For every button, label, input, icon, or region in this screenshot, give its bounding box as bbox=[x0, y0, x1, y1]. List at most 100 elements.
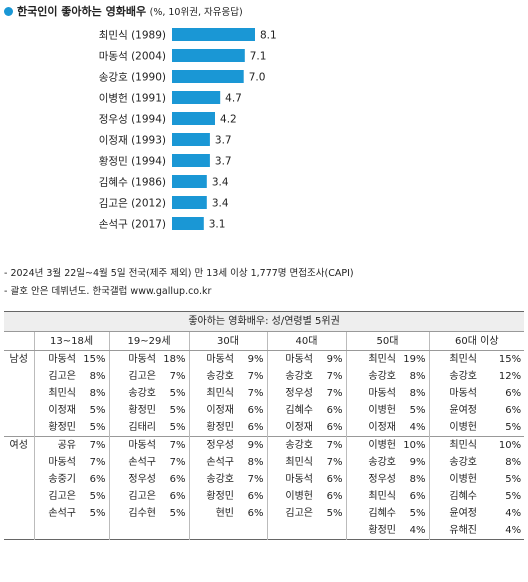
bar bbox=[172, 217, 204, 230]
actor-name: 손석구 bbox=[33, 505, 78, 522]
table-header-row: 13~18세 19~29세 30대 40대 50대 60대 이상 bbox=[4, 331, 525, 351]
actor-percent: 5% bbox=[89, 422, 106, 433]
actor-percent: 8% bbox=[409, 371, 426, 382]
actor-percent bbox=[78, 522, 109, 540]
actor-percent: 8% bbox=[505, 457, 522, 468]
actor-percent: 12% bbox=[498, 371, 522, 382]
actor-name: 송강호 bbox=[266, 436, 315, 454]
actor-name: 이정재 bbox=[266, 419, 315, 437]
actor-percent: 5% bbox=[505, 474, 522, 485]
actor-percent: 6% bbox=[169, 491, 186, 502]
actor-name: 손석구 bbox=[188, 454, 236, 471]
table-caption: 좋아하는 영화배우: 성/연령별 5위권 bbox=[4, 311, 525, 332]
actor-name: 김고은 bbox=[266, 505, 315, 522]
actor-name: 윤여정 bbox=[428, 505, 479, 522]
age-group-header: 40대 bbox=[266, 331, 346, 351]
chart-title-sub: (%, 10위권, 자유응답) bbox=[149, 7, 243, 18]
actor-name: 송강호 bbox=[188, 368, 236, 385]
table-row: 송중기 6% 정우성 6% 송강호 7% 마동석 6% 정우성 8% 이병헌 5% bbox=[4, 471, 524, 488]
actor-percent: 6% bbox=[247, 491, 264, 502]
actor-percent: 7% bbox=[158, 436, 189, 454]
actor-name: 송강호 bbox=[428, 368, 479, 385]
actor-name: 마동석 bbox=[428, 385, 479, 402]
value-label: 4.2 bbox=[220, 114, 237, 126]
actor-percent: 5% bbox=[89, 405, 106, 416]
actor-percent: 6% bbox=[505, 405, 522, 416]
table-row: 손석구 5% 김수현 5% 현빈 6% 김고은 5% 김혜수 5% 윤여정 4% bbox=[4, 505, 524, 522]
actor-name: 김혜수 bbox=[345, 505, 398, 522]
bar bbox=[172, 175, 207, 188]
source-note: - 괄호 안은 데뷔년도. 한국갤럽 www.gallup.co.kr bbox=[4, 286, 212, 297]
table-row: 김고은 5% 김고은 6% 황정민 6% 이병헌 6% 최민식 6% 김혜수 5% bbox=[4, 488, 524, 505]
actor-name: 마동석 bbox=[108, 436, 158, 454]
actor-name: 마동석 bbox=[345, 385, 398, 402]
actor-name: 마동석 bbox=[33, 350, 78, 368]
actor-name: 이정재 bbox=[188, 402, 236, 419]
actor-name: 송강호 bbox=[188, 471, 236, 488]
actor-percent: 5% bbox=[409, 508, 426, 519]
category-label: 황정민 (1994) bbox=[99, 156, 166, 168]
actor-name: 최민식 bbox=[345, 350, 398, 368]
actor-percent: 7% bbox=[326, 388, 343, 399]
actor-name: 유해진 bbox=[428, 522, 479, 540]
bar bbox=[172, 154, 210, 167]
chart-title-main: 한국인이 좋아하는 영화배우 bbox=[17, 5, 147, 18]
actor-name: 송강호 bbox=[345, 368, 398, 385]
table-row: 남성 마동석 15% 마동석 18% 마동석 9% 마동석 9% 최민식 19% 최민식 15% bbox=[4, 350, 524, 368]
actor-name: 이병헌 bbox=[345, 436, 398, 454]
bullet-dot-icon bbox=[4, 7, 13, 16]
actor-name: 황정민 bbox=[188, 419, 236, 437]
gender-label: 여성 bbox=[4, 436, 34, 540]
gender-label: 남성 bbox=[9, 354, 28, 365]
actor-name: 송강호 bbox=[428, 454, 479, 471]
actor-percent: 4% bbox=[409, 525, 426, 536]
value-label: 3.1 bbox=[209, 219, 226, 231]
actor-name: 마동석 bbox=[33, 454, 78, 471]
bar bbox=[172, 49, 245, 62]
bar-chart: 최민식 (1989) 8.1 마동석 (2004) 7.1 송강호 (1990) 7.0 이… bbox=[99, 28, 277, 231]
actor-name: 이병헌 bbox=[266, 488, 315, 505]
table-row: 최민식 8% 송강호 5% 최민식 7% 정우성 7% 마동석 8% 마동석 6% bbox=[4, 385, 524, 402]
actor-name: 김고은 bbox=[108, 368, 158, 385]
table-row: 김고은 8% 김고은 7% 송강호 7% 송강호 7% 송강호 8% 송강호 12% bbox=[4, 368, 524, 385]
actor-percent: 5% bbox=[89, 491, 106, 502]
actor-percent: 4% bbox=[505, 508, 522, 519]
actor-name: 이병헌 bbox=[345, 402, 398, 419]
category-label: 정우성 (1994) bbox=[99, 114, 166, 126]
actor-percent: 6% bbox=[326, 422, 343, 433]
category-label: 김고은 (2012) bbox=[99, 198, 166, 210]
table-caption-row: 좋아하는 영화배우: 성/연령별 5위권 bbox=[4, 311, 525, 332]
age-group-header: 13~18세 bbox=[33, 331, 109, 351]
age-group-header: 30대 bbox=[188, 331, 267, 351]
actor-name: 김수현 bbox=[108, 505, 158, 522]
actor-name: 이정재 bbox=[345, 419, 398, 437]
category-label: 이병헌 (1991) bbox=[99, 93, 166, 105]
actor-name: 송강호 bbox=[266, 368, 315, 385]
actor-percent: 19% bbox=[403, 354, 426, 365]
actor-percent: 5% bbox=[409, 405, 426, 416]
actor-name: 최민식 bbox=[188, 385, 236, 402]
chart-title: 한국인이 좋아하는 영화배우 (%, 10위권, 자유응답) bbox=[4, 3, 243, 19]
actor-percent: 7% bbox=[169, 371, 186, 382]
actor-name: 정우성 bbox=[188, 436, 236, 454]
actor-percent: 8% bbox=[409, 388, 426, 399]
actor-percent: 9% bbox=[236, 436, 267, 454]
actor-name: 윤여정 bbox=[428, 402, 479, 419]
actor-name: 황정민 bbox=[108, 402, 158, 419]
actor-percent: 5% bbox=[169, 508, 186, 519]
actor-percent: 10% bbox=[479, 436, 525, 454]
actor-name: 마동석 bbox=[266, 350, 315, 368]
actor-percent: 8% bbox=[89, 371, 106, 382]
actor-percent: 9% bbox=[247, 354, 264, 365]
actor-percent: 7% bbox=[169, 457, 186, 468]
actor-percent: 4% bbox=[409, 422, 426, 433]
bar bbox=[172, 28, 255, 41]
actor-name: 김태리 bbox=[108, 419, 158, 437]
actor-percent: 6% bbox=[247, 508, 264, 519]
actor-name: 송중기 bbox=[33, 471, 78, 488]
actor-percent: 5% bbox=[169, 405, 186, 416]
actor-percent: 5% bbox=[89, 508, 106, 519]
actor-name: 이정재 bbox=[33, 402, 78, 419]
actor-percent: 10% bbox=[398, 436, 429, 454]
actor-name: 최민식 bbox=[428, 350, 479, 368]
